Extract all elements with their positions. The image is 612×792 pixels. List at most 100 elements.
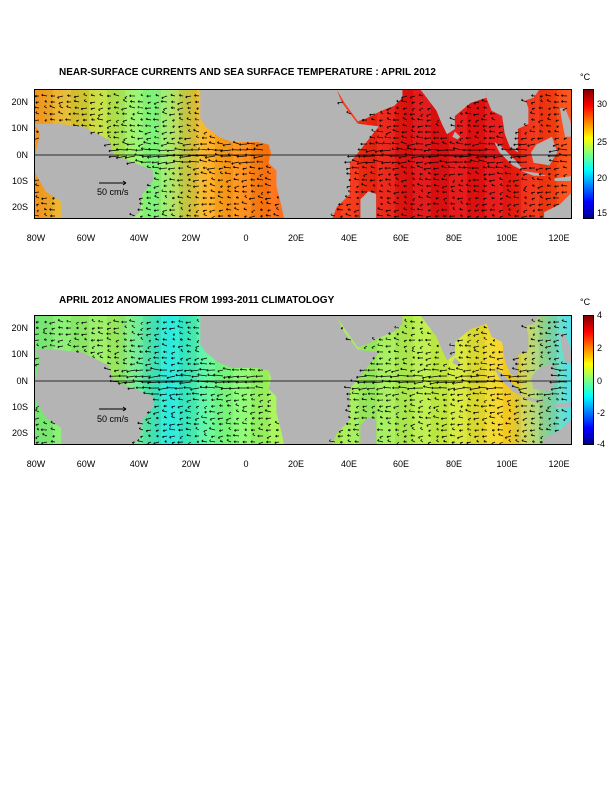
current-arrow [402, 123, 408, 127]
current-arrow [178, 319, 184, 323]
current-arrow [411, 107, 416, 111]
current-arrow [153, 441, 160, 444]
current-arrow [377, 343, 384, 347]
current-arrow [178, 137, 184, 140]
current-arrow [158, 374, 168, 377]
current-arrow [434, 397, 440, 401]
current-arrow [253, 155, 264, 160]
current-arrow [529, 214, 535, 218]
current-arrow [151, 161, 160, 164]
current-arrow [480, 405, 488, 408]
current-arrow [354, 440, 360, 443]
current-arrow [214, 385, 224, 389]
current-arrow [524, 131, 528, 135]
current-arrow [484, 409, 488, 413]
current-arrow [211, 398, 216, 402]
current-arrow [153, 203, 160, 207]
lon-label: 60W [76, 233, 96, 243]
current-arrow [84, 337, 88, 341]
current-arrow [184, 409, 192, 413]
current-arrow [404, 195, 408, 199]
current-arrow [385, 209, 392, 213]
current-arrow [499, 202, 504, 206]
current-arrow [460, 119, 464, 124]
current-arrow [379, 435, 384, 439]
current-arrow [498, 433, 504, 437]
current-arrow [473, 362, 480, 366]
current-arrow [354, 171, 360, 175]
current-arrow [412, 356, 416, 359]
current-arrow [108, 101, 112, 105]
land-mass [486, 90, 539, 153]
current-arrow [200, 357, 208, 361]
current-arrow [483, 357, 488, 361]
current-arrow [275, 434, 280, 438]
current-arrow [208, 202, 216, 206]
current-arrow [497, 428, 504, 431]
current-arrow [121, 130, 128, 134]
current-arrow [347, 434, 352, 437]
current-arrow [147, 357, 152, 362]
current-arrow [489, 208, 496, 211]
current-arrow [420, 113, 424, 118]
current-arrow [172, 333, 176, 336]
current-arrow [507, 212, 512, 217]
current-arrow [403, 339, 408, 343]
current-arrow [196, 107, 200, 110]
current-arrow [489, 363, 496, 367]
current-arrow [557, 147, 568, 151]
current-arrow [372, 158, 384, 163]
colorbar-tick: 4 [597, 310, 603, 320]
current-arrow [162, 119, 168, 124]
current-arrow [273, 212, 280, 217]
lon-label: 80E [445, 459, 462, 469]
current-arrow [548, 107, 552, 111]
current-arrow [530, 337, 536, 341]
current-arrow [49, 112, 56, 116]
current-arrow [153, 177, 160, 181]
current-arrow [475, 203, 480, 208]
current-arrow [546, 427, 552, 431]
current-arrow [35, 363, 40, 367]
current-arrow [419, 107, 424, 112]
current-arrow [259, 399, 264, 403]
current-arrow [435, 422, 440, 425]
current-arrow [505, 422, 512, 425]
current-arrow [425, 363, 432, 367]
current-arrow [276, 196, 280, 199]
current-arrow [193, 185, 200, 188]
current-arrow [163, 361, 168, 365]
current-arrow [217, 141, 224, 145]
current-arrow [425, 416, 432, 420]
current-arrow [419, 203, 424, 207]
current-arrow [508, 417, 512, 420]
current-arrow [436, 149, 448, 152]
current-arrow [418, 420, 424, 425]
current-arrow [193, 128, 200, 133]
current-arrow [76, 350, 80, 353]
current-arrow [177, 423, 184, 427]
current-arrow [380, 110, 384, 115]
current-arrow [126, 369, 136, 373]
current-arrow [403, 440, 408, 443]
current-arrow [114, 369, 120, 373]
current-arrow [156, 416, 160, 420]
current-arrow [443, 410, 448, 413]
reference-vector-arrow [99, 180, 127, 186]
current-arrow [473, 411, 480, 415]
current-arrow [361, 190, 368, 194]
current-arrow [154, 112, 159, 116]
current-arrow [234, 189, 240, 193]
current-arrow [264, 182, 272, 187]
current-arrow [458, 165, 464, 169]
current-arrow [186, 344, 192, 347]
current-arrow [424, 143, 432, 147]
current-arrow [385, 405, 392, 409]
current-arrow [478, 148, 488, 152]
current-arrow [483, 173, 488, 177]
current-arrow [404, 324, 408, 329]
current-arrow [402, 107, 408, 111]
current-arrow [554, 325, 560, 329]
current-arrow [380, 202, 384, 206]
current-arrow [180, 191, 184, 195]
